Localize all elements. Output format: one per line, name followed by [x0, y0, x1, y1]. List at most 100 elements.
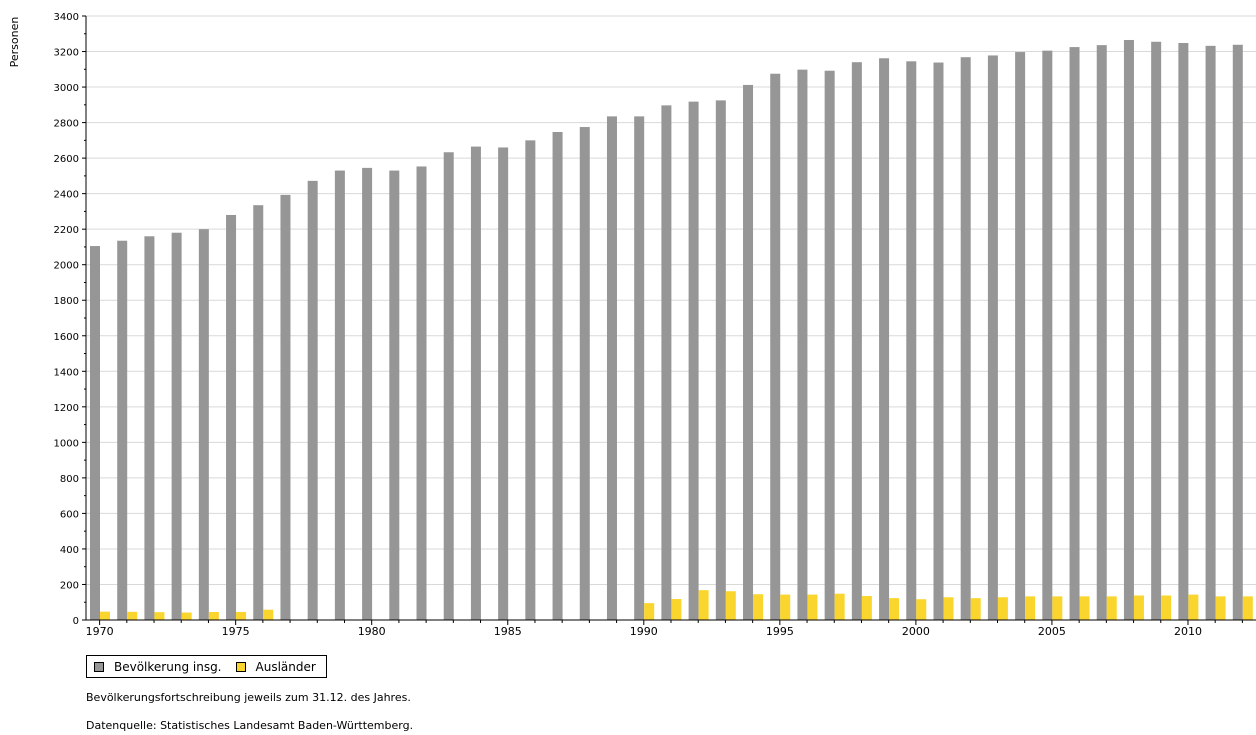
- y-tick-label: 3400: [54, 12, 79, 23]
- bar-auslaender: [1188, 594, 1199, 620]
- bar-auslaender: [1079, 596, 1090, 620]
- bar-auslaender: [1025, 596, 1036, 620]
- x-tick-label: 2010: [1174, 625, 1202, 638]
- y-tick-label: 2000: [54, 261, 79, 272]
- bar-bevoelkerung: [198, 229, 209, 621]
- y-tick-label: 600: [60, 509, 79, 520]
- y-axis-label: Personen: [8, 17, 21, 68]
- bar-bevoelkerung: [824, 70, 835, 621]
- bar-bevoelkerung: [797, 69, 808, 620]
- bar-bevoelkerung: [1151, 41, 1162, 620]
- x-tick-label: 1970: [86, 625, 114, 638]
- bar-bevoelkerung: [933, 62, 944, 621]
- bar-bevoelkerung: [606, 116, 617, 620]
- bar-bevoelkerung: [280, 194, 291, 620]
- bar-auslaender: [208, 612, 219, 620]
- bar-bevoelkerung: [226, 214, 237, 620]
- bar-auslaender: [997, 597, 1008, 620]
- x-tick-label: 1975: [222, 625, 250, 638]
- bar-auslaender: [834, 593, 845, 620]
- y-tick-label: 200: [60, 580, 79, 591]
- y-tick-label: 800: [60, 474, 79, 485]
- legend-item-bevoelkerung: Bevölkerung insg.: [94, 660, 222, 674]
- x-tick-label: 2005: [1038, 625, 1066, 638]
- bar-bevoelkerung: [1096, 45, 1107, 621]
- bar-bevoelkerung: [307, 180, 318, 620]
- bar-bevoelkerung: [525, 140, 536, 620]
- axes: 0 200 400 600 800 1000 1200 1400 1600 1800 2000 220…: [54, 12, 1256, 638]
- y-tick-label: 400: [60, 545, 79, 556]
- y-tick-label: 1000: [54, 438, 79, 449]
- bar-bevoelkerung: [1178, 43, 1189, 620]
- bar-bevoelkerung: [579, 127, 590, 620]
- legend-swatch-bevoelkerung: [94, 661, 104, 672]
- y-tick-label: 1400: [54, 367, 79, 378]
- x-tick-label: 1985: [494, 625, 522, 638]
- x-tick-label: 1995: [766, 625, 794, 638]
- bar-auslaender: [181, 612, 192, 620]
- bar-auslaender: [127, 611, 138, 620]
- data-source-note: Datenquelle: Statistisches Landesamt Bad…: [86, 719, 414, 732]
- bar-bevoelkerung: [362, 167, 373, 620]
- bar-auslaender: [943, 597, 954, 620]
- bar-auslaender: [725, 591, 736, 620]
- bar-bevoelkerung: [1042, 50, 1053, 621]
- y-tick-label: 3200: [54, 48, 79, 59]
- bar-auslaender: [100, 611, 110, 620]
- y-tick-label: 2600: [54, 154, 79, 165]
- bar-chart: 0 200 400 600 800 1000 1200 1400 1600 1800 2000 220…: [8, 12, 1256, 638]
- bar-auslaender: [1052, 596, 1063, 620]
- x-tick-label: 1980: [358, 625, 386, 638]
- x-tick-label: 2000: [902, 625, 930, 638]
- y-tick-label: 0: [73, 616, 79, 627]
- bar-auslaender: [1215, 596, 1226, 620]
- bar-bevoelkerung: [879, 58, 890, 620]
- bar-auslaender: [1133, 595, 1144, 620]
- bar-bevoelkerung: [1205, 45, 1216, 620]
- bar-auslaender: [970, 598, 981, 620]
- bar-auslaender: [807, 594, 818, 620]
- legend-label-auslaender: Ausländer: [255, 659, 316, 674]
- bar-bevoelkerung: [470, 146, 481, 620]
- bar-bevoelkerung: [389, 170, 400, 620]
- bar-bevoelkerung: [634, 116, 645, 620]
- bar-bevoelkerung: [90, 246, 100, 620]
- bar-bevoelkerung: [1015, 52, 1026, 620]
- bar-bevoelkerung: [144, 236, 155, 620]
- legend-item-auslaender: Ausländer: [235, 659, 316, 674]
- bar-auslaender: [780, 594, 791, 620]
- bar-bevoelkerung: [117, 240, 128, 621]
- bar-bevoelkerung: [987, 55, 998, 621]
- y-tick-label: 1800: [54, 296, 79, 307]
- bars: [90, 39, 1253, 621]
- footnote: Bevölkerungsfortschreibung jeweils zum 3…: [86, 691, 411, 704]
- bar-auslaender: [1106, 596, 1117, 620]
- bar-bevoelkerung: [253, 205, 264, 620]
- bar-bevoelkerung: [416, 166, 427, 621]
- bar-auslaender: [1242, 596, 1253, 620]
- bar-bevoelkerung: [743, 84, 754, 620]
- bar-auslaender: [753, 594, 764, 620]
- bar-auslaender: [916, 599, 927, 620]
- legend-swatch-auslaender: [235, 661, 246, 672]
- bar-auslaender: [698, 590, 709, 620]
- bar-bevoelkerung: [334, 170, 345, 620]
- bar-auslaender: [671, 599, 682, 620]
- bar-auslaender: [861, 596, 872, 620]
- bar-auslaender: [263, 609, 274, 620]
- bar-bevoelkerung: [906, 61, 917, 621]
- bar-bevoelkerung: [552, 132, 563, 620]
- bar-bevoelkerung: [443, 152, 454, 620]
- y-tick-label: 1200: [54, 403, 79, 414]
- y-tick-label: 1600: [54, 332, 79, 343]
- legend: Bevölkerung insg. Ausländer: [86, 655, 327, 678]
- bar-auslaender: [154, 612, 165, 620]
- bar-bevoelkerung: [770, 73, 781, 620]
- bar-bevoelkerung: [661, 105, 672, 621]
- y-tick-label: 2800: [54, 119, 79, 130]
- legend-label-bevoelkerung: Bevölkerung insg.: [114, 659, 222, 674]
- bar-auslaender: [889, 598, 900, 620]
- y-tick-label: 2200: [54, 225, 79, 236]
- bar-auslaender: [236, 612, 247, 620]
- bar-bevoelkerung: [715, 100, 726, 621]
